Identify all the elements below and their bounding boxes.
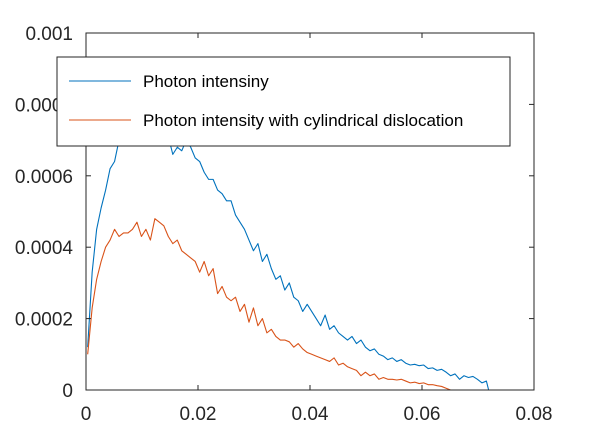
y-tick-label: 0.0006 bbox=[15, 167, 73, 188]
x-tick-label: 0.02 bbox=[180, 404, 217, 425]
legend-label-cylindrical-dislocation: Photon intensity with cylindrical disloc… bbox=[143, 111, 463, 130]
legend-box bbox=[56, 56, 511, 147]
tick-labels-layer: 0 0.02 0.04 0.06 0.08 0 0.0002 0.0004 0.0006 0.00… bbox=[15, 24, 553, 425]
series-line-1 bbox=[87, 218, 451, 391]
y-tick-label: 0.001 bbox=[25, 24, 73, 45]
x-tick-label: 0.08 bbox=[516, 404, 553, 425]
y-tick-label: 0.0002 bbox=[15, 310, 73, 331]
x-tick-label: 0.04 bbox=[292, 404, 329, 425]
legend: Photon intensiny Photon intensity with c… bbox=[56, 56, 511, 147]
x-tick-label: 0 bbox=[81, 404, 92, 425]
x-tick-label: 0.06 bbox=[404, 404, 441, 425]
legend-label-photon-intensiny: Photon intensiny bbox=[143, 72, 269, 91]
y-tick-label: 0.0004 bbox=[15, 238, 74, 259]
y-tick-label: 0 bbox=[62, 381, 73, 402]
